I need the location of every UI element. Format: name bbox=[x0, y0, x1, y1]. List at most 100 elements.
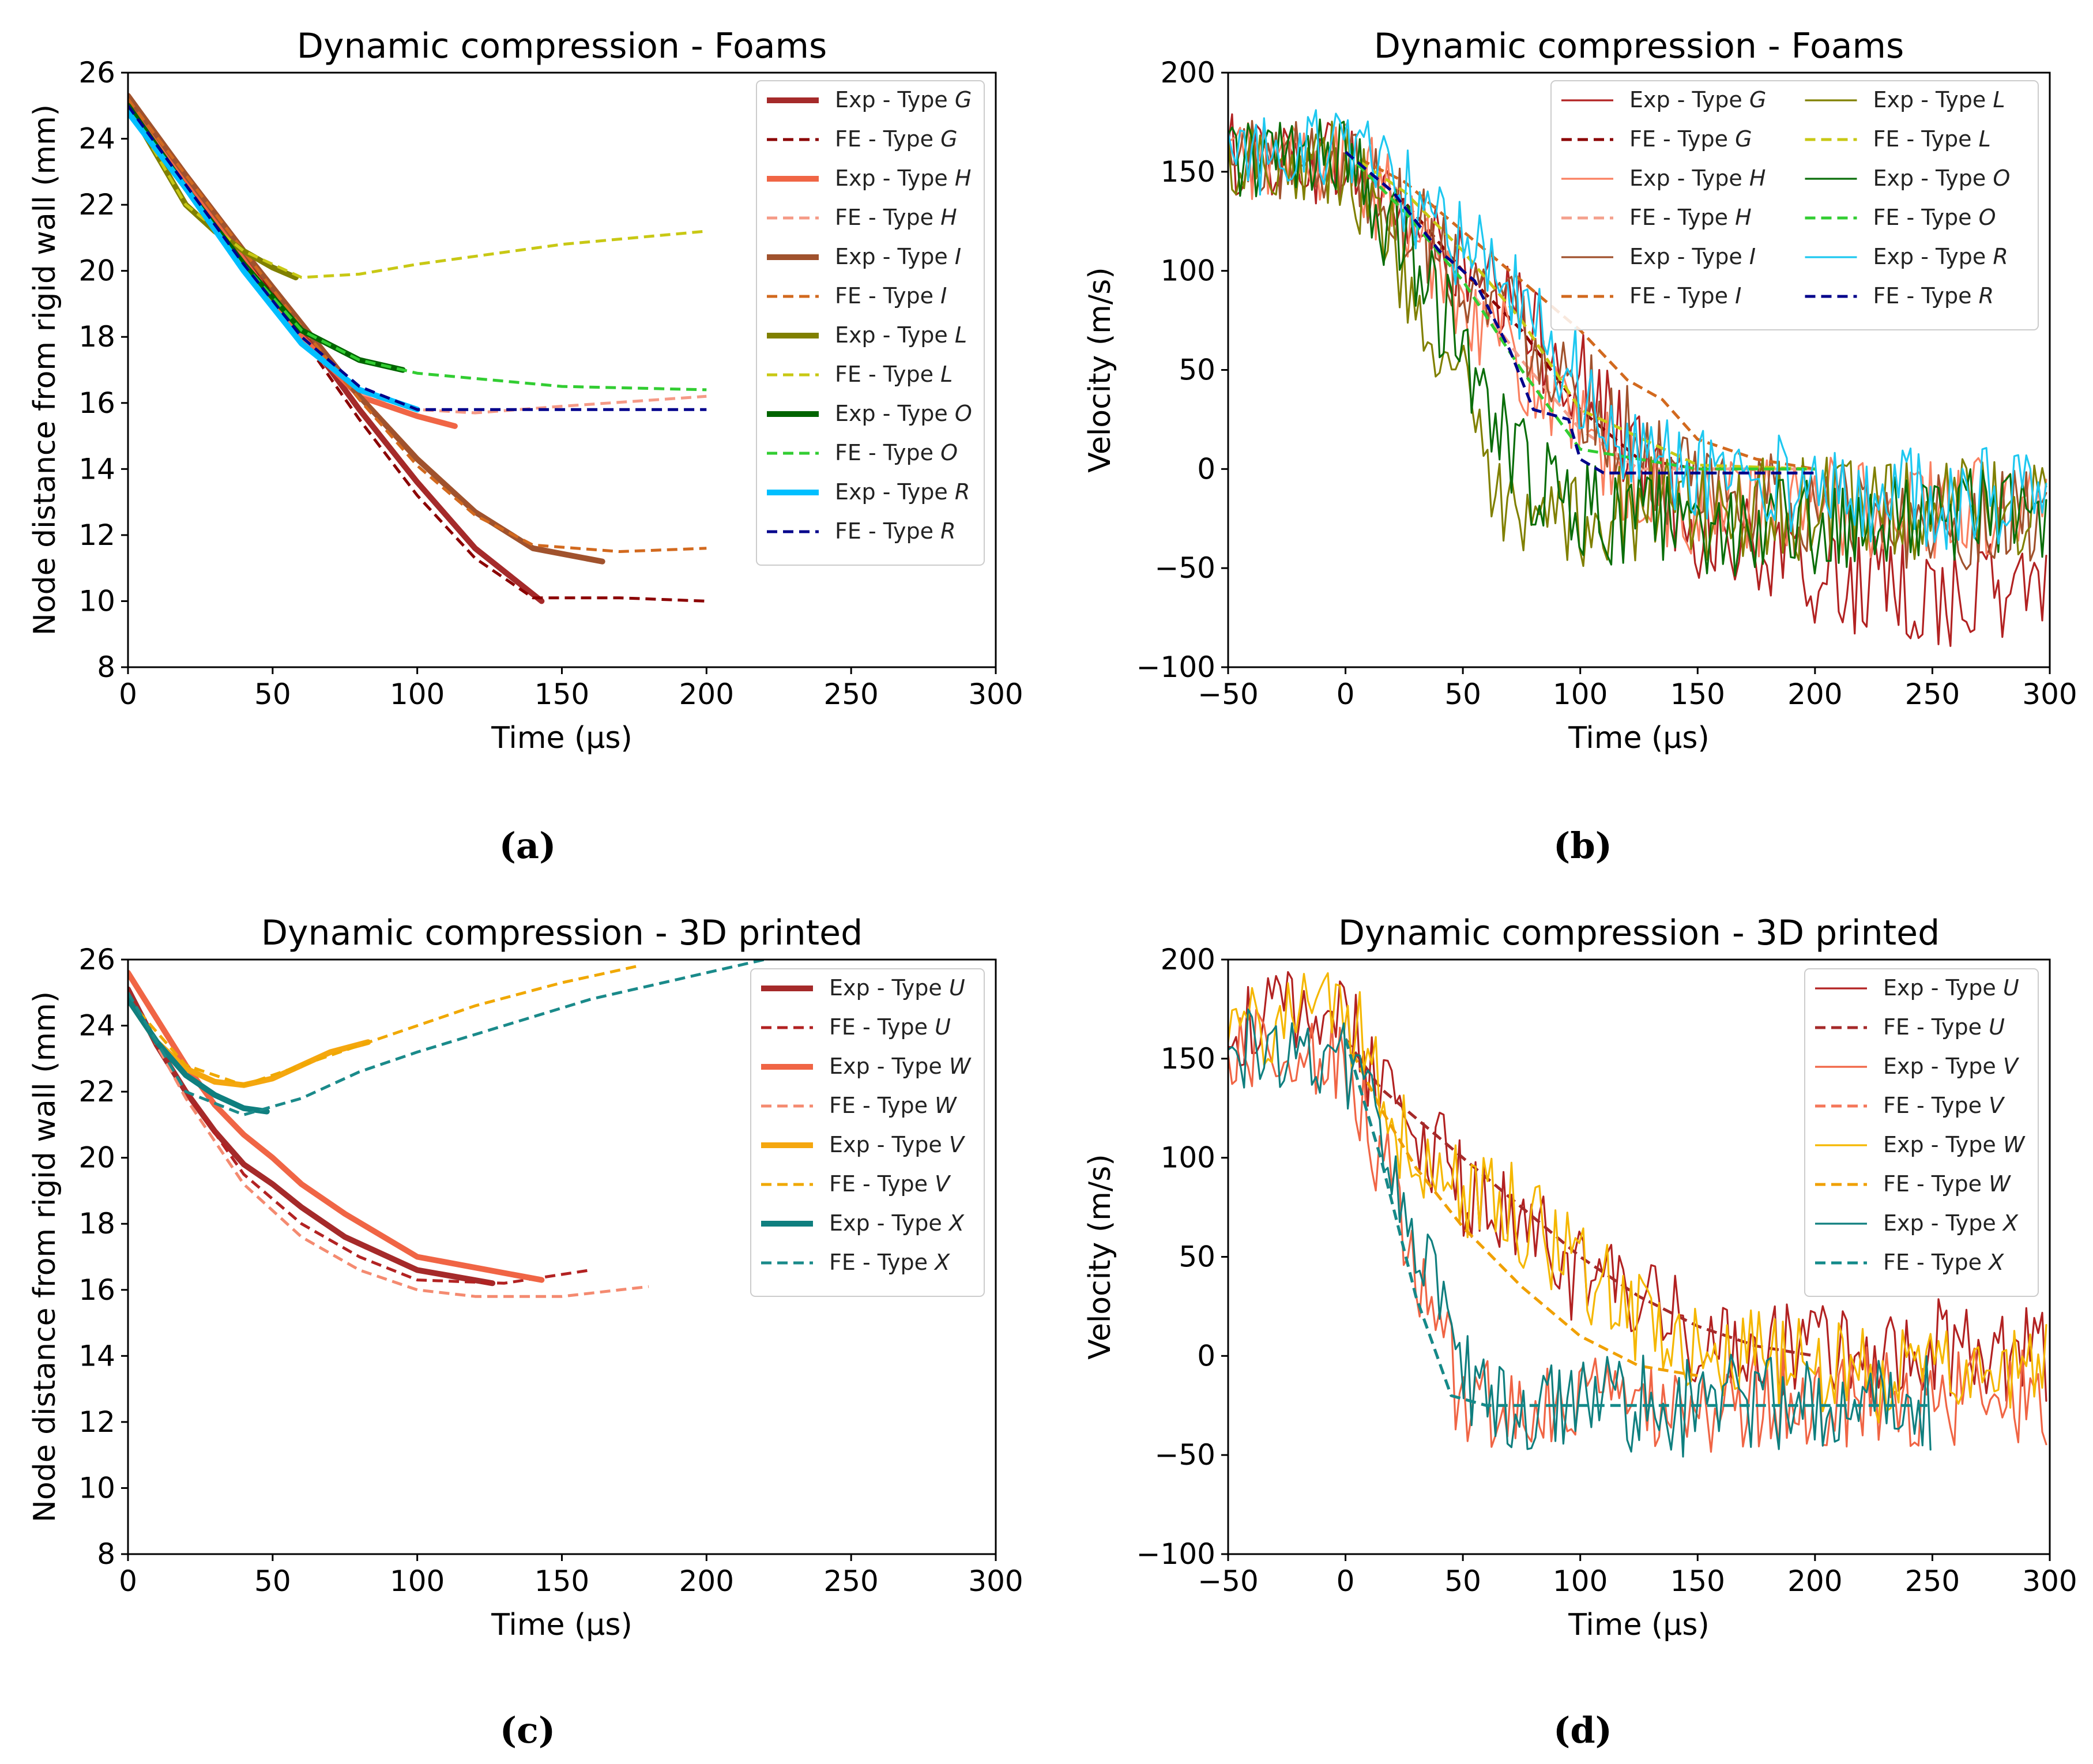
legend-item: Exp - Type G bbox=[835, 87, 972, 112]
series-line-exp-x bbox=[1228, 1008, 1932, 1458]
series-line-fe-i bbox=[128, 98, 707, 553]
legend-item: FE - Type O bbox=[1873, 205, 1996, 230]
y-tick-label: 26 bbox=[78, 943, 115, 976]
x-tick-label: −50 bbox=[1198, 678, 1259, 711]
legend-label-type: O bbox=[1979, 205, 1996, 230]
y-axis-label: Velocity (m/s) bbox=[1083, 267, 1117, 472]
legend-label-prefix: Exp - Type bbox=[835, 87, 955, 112]
legend-label-prefix: Exp - Type bbox=[829, 1210, 949, 1236]
legend-item: FE - Type I bbox=[835, 283, 947, 309]
y-tick-label: −100 bbox=[1136, 650, 1215, 684]
legend-item: FE - Type W bbox=[829, 1093, 957, 1118]
y-tick-label: 24 bbox=[78, 122, 115, 156]
legend-label-type: I bbox=[940, 283, 947, 309]
legend-label-type: X bbox=[933, 1250, 950, 1275]
series-line-exp-r bbox=[128, 109, 420, 413]
y-tick-label: 8 bbox=[97, 650, 115, 684]
chart-b: Dynamic compression - Foams −50 0 50 100 150 2… bbox=[1083, 26, 2077, 755]
legend-item: FE - Type W bbox=[1883, 1171, 2011, 1197]
legend-label-type: G bbox=[1735, 126, 1752, 152]
legend-label-prefix: FE - Type bbox=[1629, 205, 1735, 230]
legend-box bbox=[750, 968, 985, 1297]
panel-caption: (c) bbox=[500, 1709, 555, 1751]
legend-label-prefix: Exp - Type bbox=[1883, 1132, 2003, 1157]
legend-box bbox=[1550, 80, 2039, 330]
legend-item: FE - Type H bbox=[835, 205, 957, 230]
legend-label-type: U bbox=[1989, 1014, 2005, 1040]
legend-label-prefix: Exp - Type bbox=[1883, 1054, 2003, 1079]
legend-item: Exp - Type I bbox=[1629, 244, 1756, 269]
legend-label-prefix: Exp - Type bbox=[835, 166, 955, 191]
x-tick-label: 250 bbox=[823, 678, 878, 711]
x-tick-label: 0 bbox=[119, 678, 137, 711]
legend-label-prefix: FE - Type bbox=[1629, 126, 1735, 152]
y-tick-label: 8 bbox=[97, 1537, 115, 1571]
y-tick-label: 16 bbox=[78, 386, 115, 420]
x-axis-label: Time (μs) bbox=[491, 721, 633, 755]
chart-title: Dynamic compression - Foams bbox=[1374, 26, 1904, 66]
series-line-fe-x bbox=[128, 960, 765, 1116]
legend-label-prefix: FE - Type bbox=[829, 1171, 935, 1197]
legend-label-prefix: FE - Type bbox=[1629, 283, 1735, 309]
legend-label-type: V bbox=[2003, 1054, 2020, 1079]
legend-label-prefix: Exp - Type bbox=[835, 401, 955, 426]
series-group bbox=[128, 93, 707, 604]
chart-d: Dynamic compression - 3D printed −50 0 50 10… bbox=[1083, 913, 2077, 1642]
series-line-fe-r bbox=[1344, 151, 1815, 475]
x-tick-label: 50 bbox=[1444, 678, 1481, 711]
y-axis-label: Node distance from rigid wall (mm) bbox=[28, 991, 62, 1522]
legend-label-prefix: FE - Type bbox=[1883, 1171, 1989, 1197]
legend-label-prefix: FE - Type bbox=[1883, 1250, 1989, 1275]
legend-label-prefix: FE - Type bbox=[829, 1250, 935, 1275]
x-tick-label: 200 bbox=[679, 1564, 734, 1598]
legend-label-type: H bbox=[1749, 166, 1766, 191]
legend-item: Exp - Type R bbox=[1873, 244, 2008, 269]
y-tick-label: 150 bbox=[1161, 1042, 1215, 1075]
legend-item: Exp - Type W bbox=[1883, 1132, 2026, 1157]
legend-label-prefix: FE - Type bbox=[1873, 126, 1979, 152]
chart-title: Dynamic compression - Foams bbox=[297, 26, 827, 66]
x-tick-label: 50 bbox=[254, 678, 291, 711]
legend-label-prefix: FE - Type bbox=[835, 362, 940, 387]
series-line-fe-h bbox=[128, 104, 707, 415]
legend-label-prefix: Exp - Type bbox=[829, 1054, 949, 1079]
legend-label-type: U bbox=[935, 1014, 951, 1040]
legend-label-type: X bbox=[948, 1210, 965, 1236]
x-tick-label: 100 bbox=[390, 1564, 445, 1598]
x-tick-label: 0 bbox=[1337, 1564, 1355, 1598]
legend-label-type: W bbox=[935, 1093, 957, 1118]
x-tick-label: 250 bbox=[823, 1564, 878, 1598]
series-line-fe-w bbox=[1344, 1038, 1698, 1378]
legend-item: FE - Type U bbox=[1883, 1014, 2005, 1040]
legend-label-prefix: Exp - Type bbox=[835, 479, 955, 505]
legend-label-prefix: Exp - Type bbox=[1873, 166, 1993, 191]
y-tick-label: 150 bbox=[1161, 155, 1215, 189]
legend-item: FE - Type V bbox=[829, 1171, 951, 1197]
legend-item: FE - Type G bbox=[835, 126, 958, 152]
y-tick-label: 100 bbox=[1161, 1141, 1215, 1175]
legend-item: FE - Type U bbox=[829, 1014, 951, 1040]
legend-label-type: L bbox=[1993, 87, 2005, 112]
legend-label-type: V bbox=[1989, 1093, 2005, 1118]
legend-item: FE - Type H bbox=[1629, 205, 1752, 230]
series-line-fe-x bbox=[1344, 1038, 1933, 1407]
legend-label-prefix: Exp - Type bbox=[835, 322, 955, 348]
y-tick-label: 22 bbox=[78, 1075, 115, 1108]
legend-label-type: U bbox=[949, 975, 965, 1001]
x-tick-label: 300 bbox=[2022, 678, 2077, 711]
y-tick-label: 26 bbox=[78, 56, 115, 89]
panel-caption: (b) bbox=[1553, 825, 1612, 867]
chart-title: Dynamic compression - 3D printed bbox=[1338, 913, 1940, 953]
legend-item: Exp - Type U bbox=[1883, 975, 2019, 1001]
y-tick-label: 10 bbox=[78, 584, 115, 618]
y-tick-label: 12 bbox=[78, 518, 115, 552]
legend-label-prefix: Exp - Type bbox=[1873, 244, 1993, 269]
series-line-exp-i bbox=[128, 93, 605, 565]
series-line-exp-o bbox=[1228, 118, 2047, 577]
legend-item: Exp - Type H bbox=[835, 166, 971, 191]
legend-label-type: G bbox=[955, 87, 972, 112]
chart-a: Dynamic compression - Foams 0 50 100 150 200 2… bbox=[28, 26, 1023, 755]
x-tick-label: 100 bbox=[390, 678, 445, 711]
